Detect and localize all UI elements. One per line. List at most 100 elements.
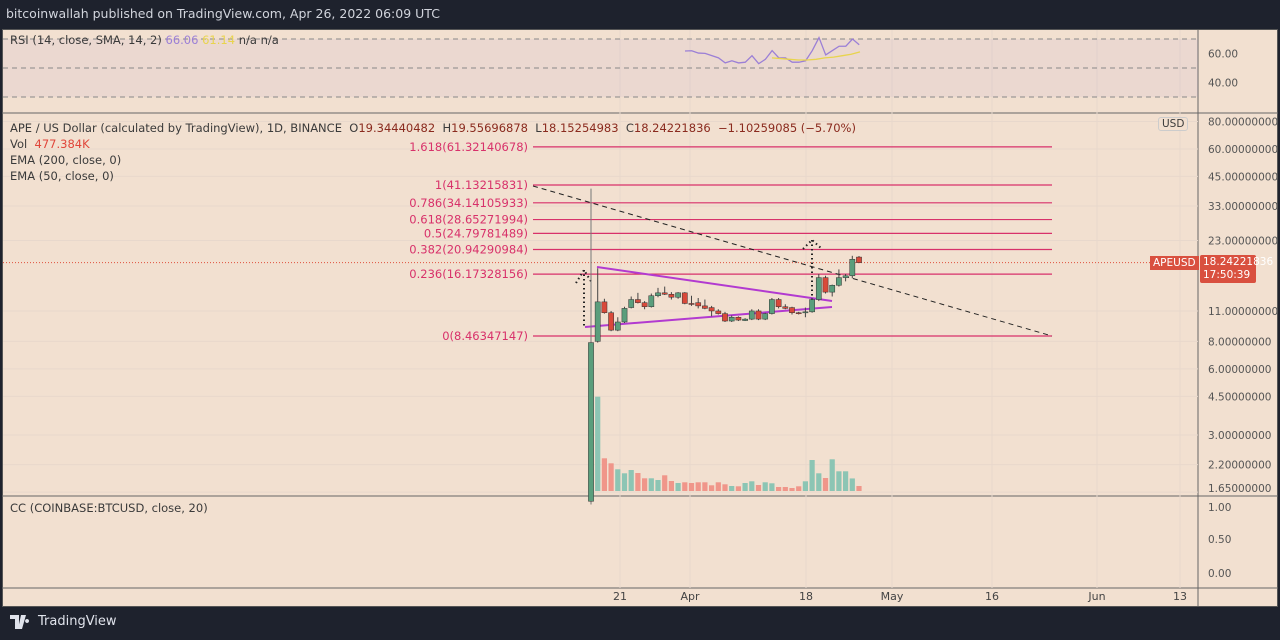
volume-bar [642, 478, 648, 491]
volume-bar [635, 473, 641, 491]
volume-bar [695, 482, 701, 491]
candle-body [628, 299, 635, 308]
candle-body [715, 310, 722, 314]
rsi-tick: 40.00 [1208, 78, 1238, 90]
volume-bar [595, 396, 601, 491]
fib-level-label: 0.5(24.79781489) [424, 226, 528, 240]
fib-level-label: 0.236(16.17328156) [409, 267, 528, 281]
volume-bar [749, 481, 755, 491]
volume-bar [628, 469, 634, 491]
volume-bar [729, 486, 735, 491]
volume-value: 477.384K [34, 137, 90, 151]
close-label: C [625, 121, 634, 135]
price-tick: 4.50000000 [1208, 391, 1271, 403]
volume-bar [816, 473, 822, 491]
last-price: 18.24221836 [1203, 256, 1274, 268]
rsi-sma-line [771, 51, 861, 61]
candle-body [748, 310, 755, 320]
price-tick: 1.65000000 [1208, 483, 1271, 495]
chart-frame[interactable] [2, 29, 1278, 607]
cc-tick: 0.00 [1208, 568, 1231, 580]
symbol-title: APE / US Dollar (calculated by TradingVi… [10, 121, 342, 135]
change-value: −1.10259085 (−5.70%) [718, 121, 856, 135]
volume-bar [769, 483, 775, 491]
fib-level-label: 0.786(34.14105933) [409, 196, 528, 210]
price-tick: 6.00000000 [1208, 364, 1271, 376]
low-value: 18.15254983 [541, 121, 619, 135]
volume-bar [742, 483, 748, 491]
volume-bar [809, 459, 815, 491]
high-label: H [442, 121, 452, 135]
volume-bar [722, 484, 728, 491]
rsi-legend: RSI (14, close, SMA, 14, 2) 66.06 61.14 … [10, 33, 279, 47]
open-label: O [349, 121, 359, 135]
publish-info: bitcoinwallah published on TradingView.c… [6, 6, 440, 21]
volume-bar [648, 478, 654, 491]
candle-body [789, 307, 795, 313]
price-tick: 2.20000000 [1208, 460, 1271, 472]
candle-body [728, 316, 735, 322]
volume-legend: Vol 477.384K [10, 137, 90, 151]
candle-body [702, 305, 708, 309]
candle-body [708, 307, 715, 312]
low-label: L [535, 121, 542, 135]
candle-body [675, 292, 681, 298]
candle-body [588, 342, 594, 502]
candle-body [614, 321, 621, 331]
candle-body [769, 299, 775, 314]
volume-bar [709, 485, 715, 491]
footer-brand: TradingView [38, 614, 117, 629]
cc-tick: 1.00 [1208, 502, 1231, 514]
last-price-label: 18.24221836 17:50:39 [1200, 255, 1274, 283]
candle-body [668, 294, 675, 298]
candle-body [688, 303, 695, 305]
high-value: 19.55696878 [451, 121, 528, 135]
price-tick: 3.00000000 [1208, 430, 1271, 442]
candle-body [782, 306, 789, 309]
volume-bar [782, 487, 788, 491]
volume-bar [822, 477, 829, 491]
volume-bar [668, 481, 674, 491]
candle-body [829, 284, 836, 293]
volume-bar [776, 487, 782, 491]
volume-bar [662, 475, 668, 491]
open-value: 19.34440482 [358, 121, 436, 135]
price-tick: 23.00000000 [1208, 236, 1278, 248]
rsi-tick: 60.00 [1208, 49, 1238, 61]
time-axis-label: Jun [1087, 590, 1105, 603]
bar-countdown: 17:50:39 [1203, 269, 1251, 281]
currency-button[interactable]: USD [1158, 117, 1189, 131]
candle-body [842, 275, 849, 278]
candle-body [836, 277, 842, 286]
time-axis-label: 13 [1173, 590, 1187, 603]
rsi-value: 66.06 [165, 33, 199, 47]
volume-label: Vol [10, 137, 28, 151]
candle-body [641, 302, 648, 307]
volume-bar [802, 481, 808, 491]
candle-body [722, 313, 728, 322]
time-axis-label: 21 [613, 590, 627, 603]
ema50-legend[interactable]: EMA (50, close, 0) [10, 169, 114, 183]
volume-bar [621, 473, 628, 491]
fib-level-label: 0.382(20.94290984) [409, 242, 528, 256]
candle-body [594, 301, 601, 342]
candle-body [655, 292, 661, 296]
candle-body [635, 299, 641, 303]
candle-body [856, 256, 862, 263]
cc-tick: 0.50 [1208, 534, 1231, 546]
candle-body [695, 302, 702, 307]
rsi-na-2: n/a [260, 33, 279, 47]
candle-body [735, 316, 742, 321]
candle-body [621, 308, 628, 323]
tradingview-logo-icon [10, 614, 30, 629]
price-tick: 45.00000000 [1208, 171, 1278, 183]
ema200-legend[interactable]: EMA (200, close, 0) [10, 153, 122, 167]
rsi-na-1: n/a [238, 33, 257, 47]
candle-body [681, 292, 688, 304]
candle-body [809, 299, 815, 313]
candle-body [608, 312, 614, 331]
volume-bar [796, 486, 802, 491]
cc-legend[interactable]: CC (COINBASE:BTCUSD, close, 20) [10, 501, 208, 515]
volume-bar [836, 471, 842, 491]
